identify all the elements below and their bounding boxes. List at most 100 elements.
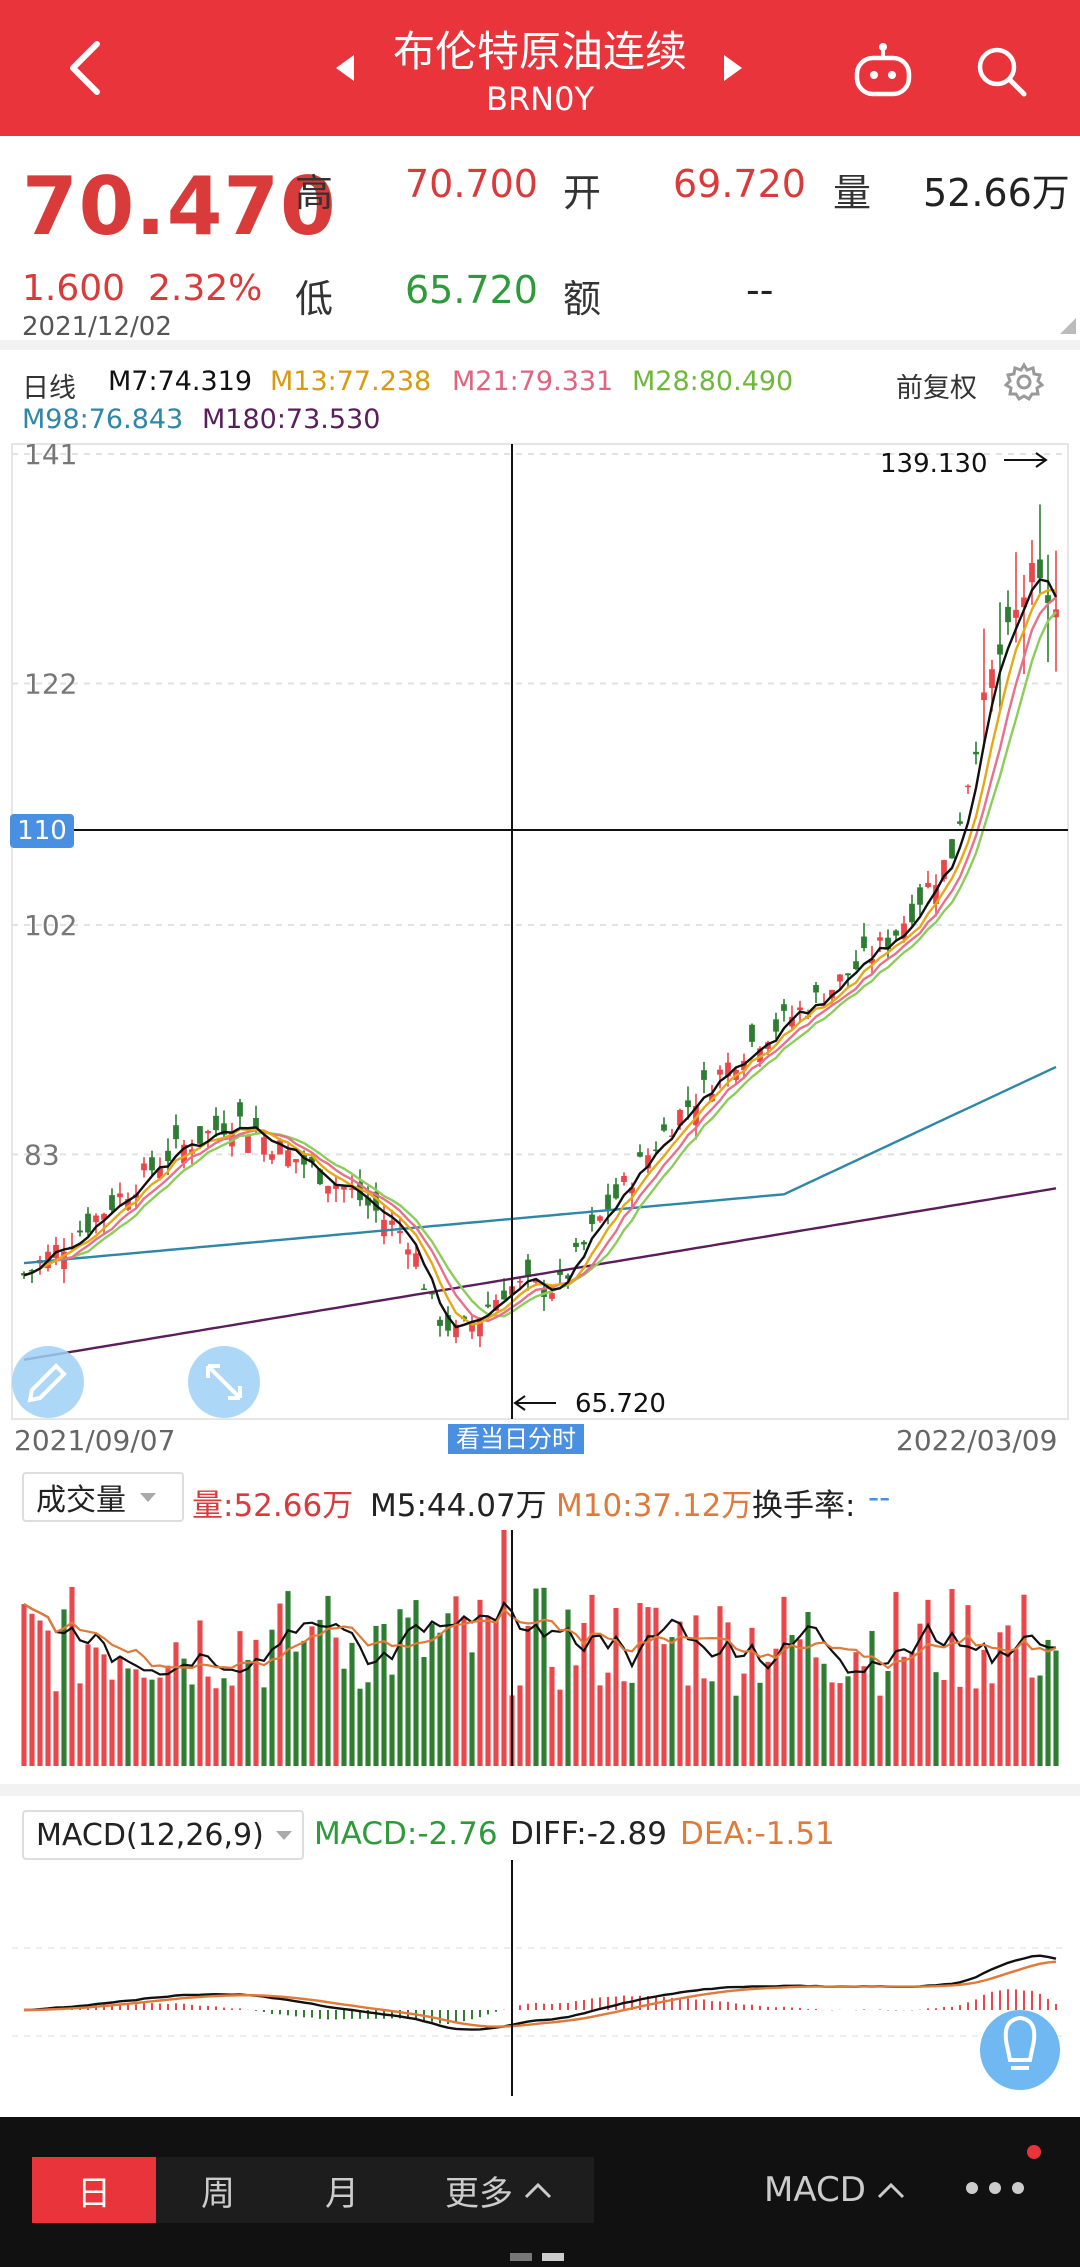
volume-bar bbox=[53, 1691, 59, 1766]
volume-chart[interactable] bbox=[0, 1530, 1080, 1770]
crosshair[interactable] bbox=[12, 444, 1068, 1419]
kline-chart[interactable]: 141 122 102 83 110 139.130 65.720 bbox=[0, 440, 1080, 1460]
volume-bar bbox=[645, 1607, 651, 1766]
candle-body bbox=[373, 1191, 379, 1211]
indicator-switch-label: MACD bbox=[764, 2170, 866, 2210]
quote-date: 2021/12/02 bbox=[22, 312, 172, 342]
candle-body bbox=[549, 1293, 555, 1299]
volume-bar bbox=[1013, 1648, 1019, 1766]
volume-bar bbox=[885, 1670, 891, 1766]
volume-bar bbox=[229, 1685, 235, 1766]
volume-bar bbox=[117, 1656, 123, 1766]
candle-body bbox=[29, 1270, 35, 1272]
volume-bar bbox=[349, 1642, 355, 1766]
max-marker: 139.130 bbox=[880, 449, 1048, 479]
volume-bar bbox=[237, 1631, 243, 1766]
fullscreen-button[interactable] bbox=[188, 1346, 260, 1418]
tab-more[interactable]: 更多 bbox=[404, 2157, 594, 2223]
candle-body bbox=[101, 1213, 107, 1220]
candle-body bbox=[413, 1253, 419, 1267]
candle-body bbox=[709, 1093, 715, 1102]
crosshair-value-tag: 110 bbox=[10, 814, 74, 848]
next-instrument-icon[interactable] bbox=[718, 48, 748, 88]
home-indicator bbox=[510, 2253, 570, 2261]
robot-assistant-icon[interactable] bbox=[848, 36, 918, 106]
adjust-toggle[interactable]: 前复权 bbox=[896, 373, 977, 404]
macd-indicator-selector[interactable]: MACD(12,26,9) bbox=[22, 1810, 304, 1860]
macd-chart[interactable] bbox=[0, 1860, 1080, 2100]
lightbulb-tips-button[interactable] bbox=[980, 2010, 1060, 2090]
candle-body bbox=[661, 1124, 667, 1131]
volume-bar bbox=[933, 1672, 939, 1766]
volume-bar bbox=[365, 1682, 371, 1766]
candle-body bbox=[85, 1213, 91, 1233]
tab-day[interactable]: 日 bbox=[32, 2157, 156, 2223]
back-icon[interactable] bbox=[50, 28, 120, 108]
turnover-label: 换手率: bbox=[752, 1488, 856, 1524]
volume-bar bbox=[701, 1678, 707, 1766]
candle-body bbox=[285, 1150, 291, 1167]
view-intraday-button[interactable]: 看当日分时 bbox=[448, 1424, 584, 1454]
max-value: 139.130 bbox=[880, 449, 988, 479]
volume-bar bbox=[1053, 1650, 1059, 1766]
volume-bar bbox=[573, 1665, 579, 1766]
volume-bar bbox=[549, 1666, 555, 1766]
volume-bar bbox=[133, 1669, 139, 1766]
candle-body bbox=[237, 1102, 243, 1117]
volume-bar bbox=[1021, 1594, 1027, 1766]
tab-month[interactable]: 月 bbox=[280, 2157, 404, 2223]
candle-body bbox=[645, 1155, 651, 1169]
volume-bar bbox=[781, 1596, 787, 1766]
candle-body bbox=[589, 1214, 595, 1224]
min-value: 65.720 bbox=[575, 1389, 666, 1419]
volume-bar bbox=[357, 1688, 363, 1766]
dropdown-caret-icon bbox=[275, 1830, 292, 1840]
more-options-icon[interactable] bbox=[960, 2173, 1030, 2203]
candle-body bbox=[773, 1019, 779, 1032]
tab-week[interactable]: 周 bbox=[156, 2157, 280, 2223]
volume-bar bbox=[181, 1658, 187, 1766]
candle-body bbox=[405, 1249, 411, 1255]
volume-bar bbox=[973, 1688, 979, 1766]
volume-bar bbox=[733, 1695, 739, 1766]
candle-body bbox=[173, 1125, 179, 1140]
volume-bar bbox=[797, 1639, 803, 1766]
volume-bar bbox=[293, 1651, 299, 1766]
expand-corner-icon[interactable] bbox=[1060, 318, 1076, 334]
volume-bar bbox=[853, 1652, 859, 1766]
draw-tool-button[interactable] bbox=[12, 1346, 84, 1418]
candle-body bbox=[117, 1193, 123, 1198]
volume-bar bbox=[741, 1673, 747, 1766]
volume-bar bbox=[157, 1677, 163, 1766]
volume-bar bbox=[997, 1632, 1003, 1766]
volume-bar bbox=[501, 1530, 507, 1766]
volume-bar bbox=[197, 1620, 203, 1766]
macd-lines bbox=[23, 1954, 1057, 2031]
low-value: 65.720 bbox=[405, 268, 538, 312]
turnover-value: -- bbox=[868, 1480, 891, 1516]
search-icon[interactable] bbox=[966, 36, 1036, 106]
prev-instrument-icon[interactable] bbox=[330, 48, 360, 88]
open-value: 69.720 bbox=[673, 162, 806, 206]
indicator-switch[interactable]: MACD bbox=[740, 2157, 930, 2223]
y-tick-label: 141 bbox=[24, 440, 77, 471]
ma13-value: M13:77.238 bbox=[270, 366, 432, 397]
volume-bar bbox=[261, 1687, 267, 1766]
volume-bar bbox=[965, 1605, 971, 1766]
price-change: 1.600 bbox=[22, 268, 126, 309]
candle-body bbox=[277, 1140, 283, 1155]
candle-body bbox=[1045, 595, 1051, 604]
volume-bar bbox=[925, 1599, 931, 1766]
volume-bar bbox=[77, 1683, 83, 1766]
volume-indicator-selector[interactable]: 成交量 bbox=[22, 1472, 184, 1522]
settings-gear-icon[interactable] bbox=[1003, 362, 1045, 402]
candle-body bbox=[245, 1135, 251, 1153]
volume-bar bbox=[189, 1684, 195, 1766]
candle-body bbox=[781, 1004, 787, 1011]
diff-value: DIFF:-2.89 bbox=[510, 1816, 667, 1852]
volume-bar bbox=[317, 1619, 323, 1766]
volume-bar bbox=[373, 1625, 379, 1766]
candle-body bbox=[437, 1319, 443, 1326]
volume-bar bbox=[597, 1685, 603, 1766]
volume-bar bbox=[789, 1635, 795, 1766]
